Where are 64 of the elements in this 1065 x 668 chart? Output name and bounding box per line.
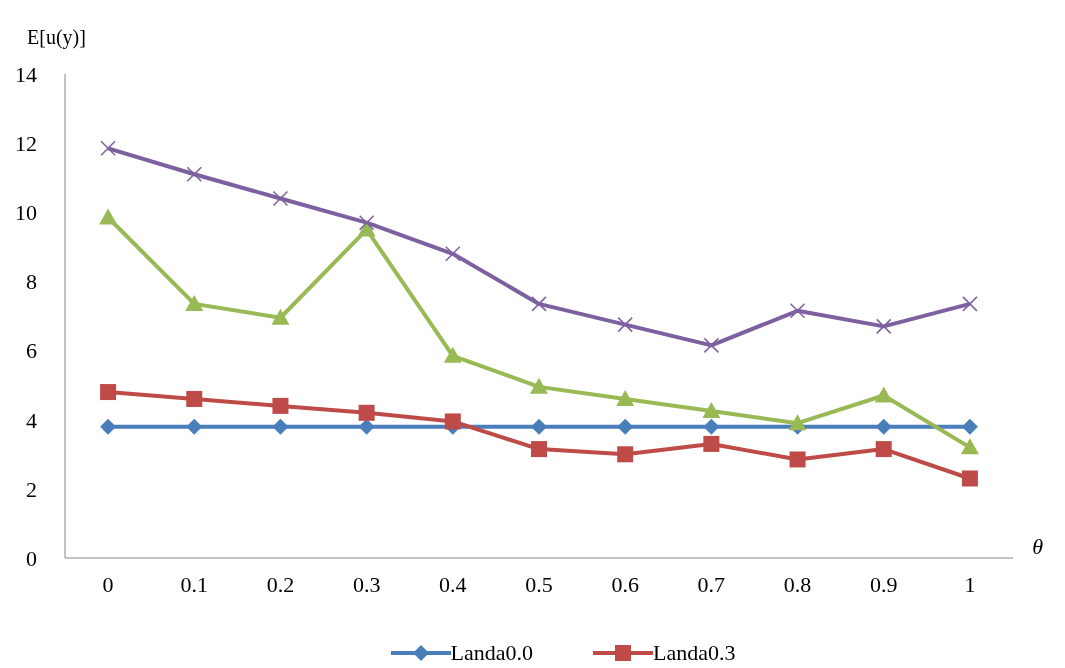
y-axis-title: E[u(y)] (27, 26, 86, 49)
point (358, 418, 375, 435)
point (531, 296, 547, 312)
point (616, 389, 635, 406)
point (788, 414, 807, 431)
y-tick-label: 2 (26, 476, 37, 502)
point (272, 397, 289, 414)
legend-label: Landa0.0 (450, 640, 533, 666)
y-tick-label: 8 (26, 269, 37, 295)
point (530, 377, 548, 394)
point (875, 418, 892, 435)
point (875, 441, 892, 458)
point (99, 208, 118, 225)
point (100, 384, 117, 401)
point (358, 214, 375, 231)
x-tick-label: 0.4 (439, 571, 467, 597)
point (875, 318, 892, 335)
point (703, 337, 720, 354)
x-tick-label: 0.5 (525, 571, 553, 597)
point (789, 451, 806, 468)
point (617, 316, 633, 333)
point (358, 404, 375, 421)
point (617, 446, 634, 463)
point (874, 386, 893, 403)
point (962, 296, 978, 312)
point (100, 418, 117, 435)
y-tick-label: 6 (26, 338, 37, 364)
point (960, 438, 979, 455)
point (703, 418, 720, 435)
point (789, 303, 806, 319)
legend-label: Landa0.3 (653, 640, 736, 666)
y-tick-label: 10 (15, 200, 37, 226)
point (443, 346, 462, 363)
point (186, 418, 203, 435)
point (185, 294, 204, 311)
point (445, 246, 461, 262)
y-tick-label: 4 (26, 407, 37, 433)
x-tick-label: 0.3 (352, 571, 381, 597)
point (961, 470, 978, 487)
x-tick-label: 0.1 (180, 571, 209, 597)
point (186, 166, 203, 183)
point (271, 308, 290, 325)
point (703, 435, 720, 452)
point (961, 418, 978, 435)
point (444, 413, 461, 430)
point (186, 390, 203, 407)
point (702, 402, 721, 419)
point (531, 418, 547, 435)
x-tick-label: 0.2 (266, 571, 295, 597)
point (272, 418, 289, 435)
x-tick-label: 0.8 (783, 571, 812, 597)
y-tick-label: 12 (15, 130, 37, 156)
point (531, 441, 547, 458)
x-axis-title: θ (1032, 533, 1044, 559)
x-tick-label: 0.7 (697, 571, 726, 597)
x-tick-label: 0 (102, 571, 114, 597)
x-tick-label: 1 (964, 571, 976, 597)
x-tick-label: 0.9 (869, 571, 898, 597)
point (617, 418, 634, 435)
x-tick-label: 0.6 (611, 571, 639, 597)
point (100, 140, 116, 157)
y-tick-label: 14 (15, 61, 37, 87)
y-tick-label: 0 (26, 545, 37, 571)
point (272, 190, 289, 207)
